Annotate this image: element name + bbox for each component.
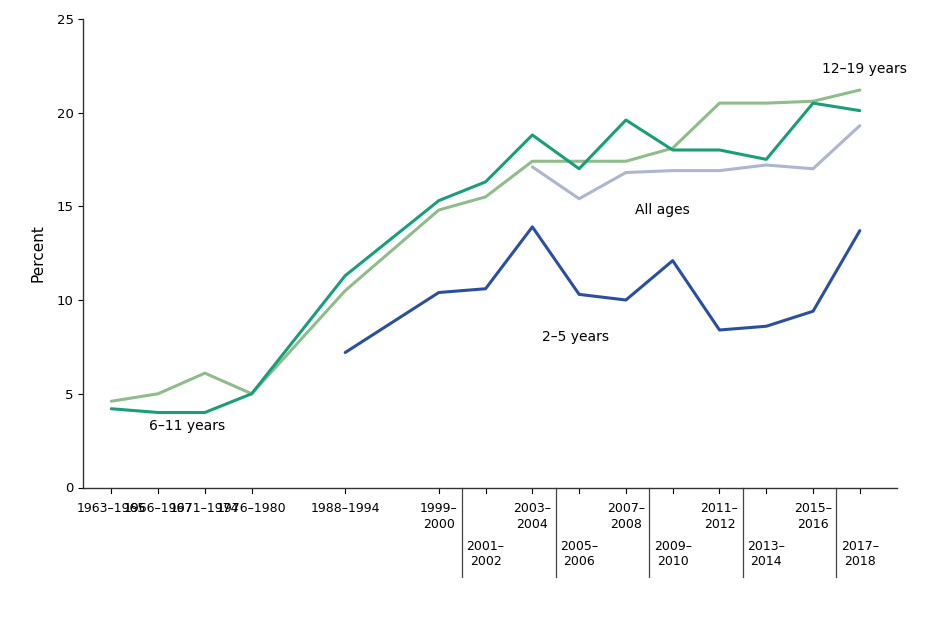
- Text: 2001–
2002: 2001– 2002: [466, 540, 504, 568]
- Text: 12–19 years: 12–19 years: [822, 62, 907, 76]
- Text: 2005–
2006: 2005– 2006: [560, 540, 598, 568]
- Text: 1963–1965: 1963–1965: [77, 503, 146, 516]
- Text: 2013–
2014: 2013– 2014: [747, 540, 785, 568]
- Text: All ages: All ages: [635, 203, 690, 217]
- Text: 2017–
2018: 2017– 2018: [841, 540, 879, 568]
- Text: 2007–
2008: 2007– 2008: [607, 503, 645, 531]
- Text: 1966–1967: 1966–1967: [123, 503, 192, 516]
- Text: 2015–
2016: 2015– 2016: [794, 503, 832, 531]
- Text: 1976–1980: 1976–1980: [216, 503, 287, 516]
- Text: 1971–1974: 1971–1974: [170, 503, 240, 516]
- Text: 2003–
2004: 2003– 2004: [513, 503, 551, 531]
- Text: 2–5 years: 2–5 years: [542, 331, 609, 344]
- Text: 6–11 years: 6–11 years: [149, 419, 225, 432]
- Text: 2011–
2012: 2011– 2012: [700, 503, 738, 531]
- Text: 1999–
2000: 1999– 2000: [420, 503, 458, 531]
- Text: 1988–1994: 1988–1994: [311, 503, 380, 516]
- Text: 2009–
2010: 2009– 2010: [654, 540, 692, 568]
- Y-axis label: Percent: Percent: [31, 224, 45, 282]
